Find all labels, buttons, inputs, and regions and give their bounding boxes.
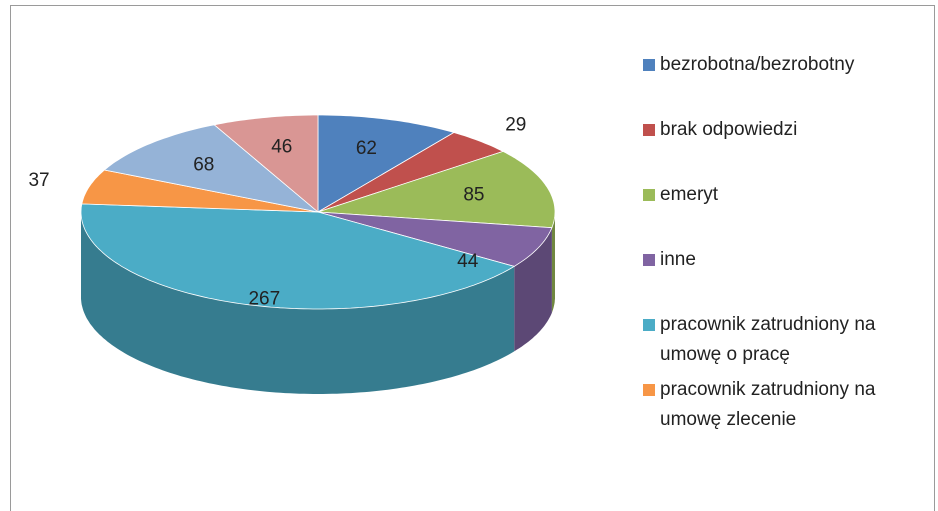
legend-item: emeryt — [643, 180, 933, 245]
legend-swatch — [643, 254, 655, 266]
data-label: 62 — [356, 138, 377, 159]
legend-item: pracownik zatrudniony na umowę zlecenie — [643, 375, 933, 440]
legend-label: pracownik zatrudniony na umowę zlecenie — [660, 379, 876, 430]
legend-swatch — [643, 59, 655, 71]
data-label: 46 — [271, 137, 292, 158]
legend-label: inne — [660, 249, 696, 270]
legend-item: pracownik zatrudniony na umowę o pracę — [643, 310, 933, 375]
legend-swatch — [643, 189, 655, 201]
data-label: 85 — [463, 184, 484, 205]
chart-frame — [10, 5, 935, 511]
slice-side — [81, 212, 515, 394]
slice — [81, 169, 319, 213]
slice — [103, 124, 319, 213]
data-label: 44 — [457, 251, 479, 272]
slice — [317, 132, 505, 213]
data-label: 68 — [193, 154, 214, 175]
legend-label: emeryt — [660, 184, 719, 205]
data-label: 37 — [28, 170, 49, 191]
legend-item: brak odpowiedzi — [643, 115, 933, 180]
legend-swatch — [643, 124, 655, 136]
legend: bezrobotna/bezrobotny brak odpowiedzi emer… — [643, 50, 933, 440]
data-label: 29 — [505, 115, 526, 136]
slice-side — [551, 212, 555, 313]
legend-label: brak odpowiedzi — [660, 119, 798, 140]
data-label: 267 — [248, 289, 280, 310]
legend-item: bezrobotna/bezrobotny — [643, 50, 933, 115]
legend-item: inne — [643, 245, 933, 310]
legend-label: pracownik zatrudniony na umowę o pracę — [660, 314, 876, 365]
slice — [213, 114, 319, 213]
slice — [80, 203, 516, 310]
legend-label: bezrobotna/bezrobotny — [660, 54, 855, 75]
slice-side — [514, 227, 552, 352]
slice — [317, 114, 455, 213]
legend-swatch — [643, 319, 655, 331]
slice — [317, 211, 553, 267]
slice — [317, 150, 556, 229]
legend-swatch — [643, 384, 655, 396]
